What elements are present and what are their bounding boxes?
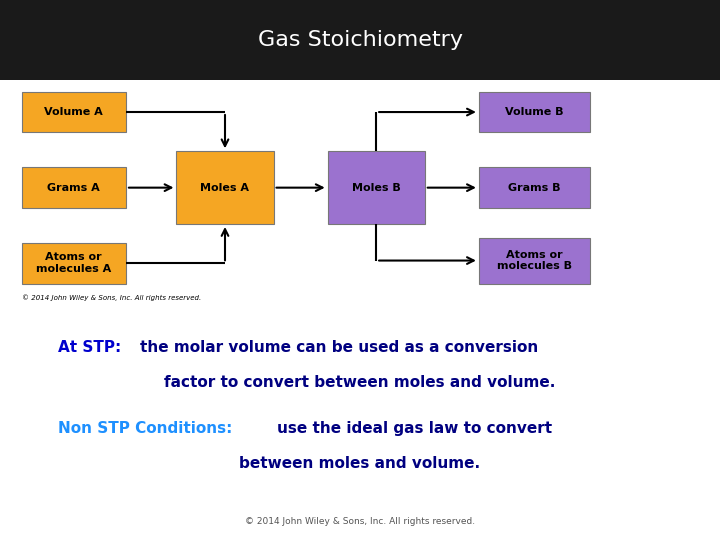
FancyBboxPatch shape (22, 92, 126, 132)
Text: Moles A: Moles A (200, 183, 250, 193)
Text: factor to convert between moles and volume.: factor to convert between moles and volu… (164, 375, 556, 390)
Text: Volume B: Volume B (505, 107, 564, 117)
Text: © 2014 John Wiley & Sons, Inc. All rights reserved.: © 2014 John Wiley & Sons, Inc. All right… (22, 294, 201, 301)
Text: between moles and volume.: between moles and volume. (240, 456, 480, 471)
Text: Grams A: Grams A (48, 183, 100, 193)
Text: Gas Stoichiometry: Gas Stoichiometry (258, 30, 462, 50)
Text: At STP:: At STP: (58, 340, 121, 355)
Text: Atoms or
molecules B: Atoms or molecules B (497, 249, 572, 271)
Text: the molar volume can be used as a conversion: the molar volume can be used as a conver… (140, 340, 539, 355)
Text: Non STP Conditions:: Non STP Conditions: (58, 421, 232, 436)
FancyBboxPatch shape (479, 167, 590, 208)
Text: Moles B: Moles B (352, 183, 400, 193)
Text: Volume A: Volume A (45, 107, 103, 117)
FancyBboxPatch shape (0, 0, 720, 80)
Text: Atoms or
molecules A: Atoms or molecules A (36, 252, 112, 274)
Text: use the ideal gas law to convert: use the ideal gas law to convert (277, 421, 552, 436)
FancyBboxPatch shape (479, 92, 590, 132)
FancyBboxPatch shape (328, 151, 425, 224)
Text: Grams B: Grams B (508, 183, 561, 193)
FancyBboxPatch shape (479, 238, 590, 284)
FancyBboxPatch shape (22, 243, 126, 284)
Text: © 2014 John Wiley & Sons, Inc. All rights reserved.: © 2014 John Wiley & Sons, Inc. All right… (245, 517, 475, 526)
FancyBboxPatch shape (22, 167, 126, 208)
FancyBboxPatch shape (176, 151, 274, 224)
